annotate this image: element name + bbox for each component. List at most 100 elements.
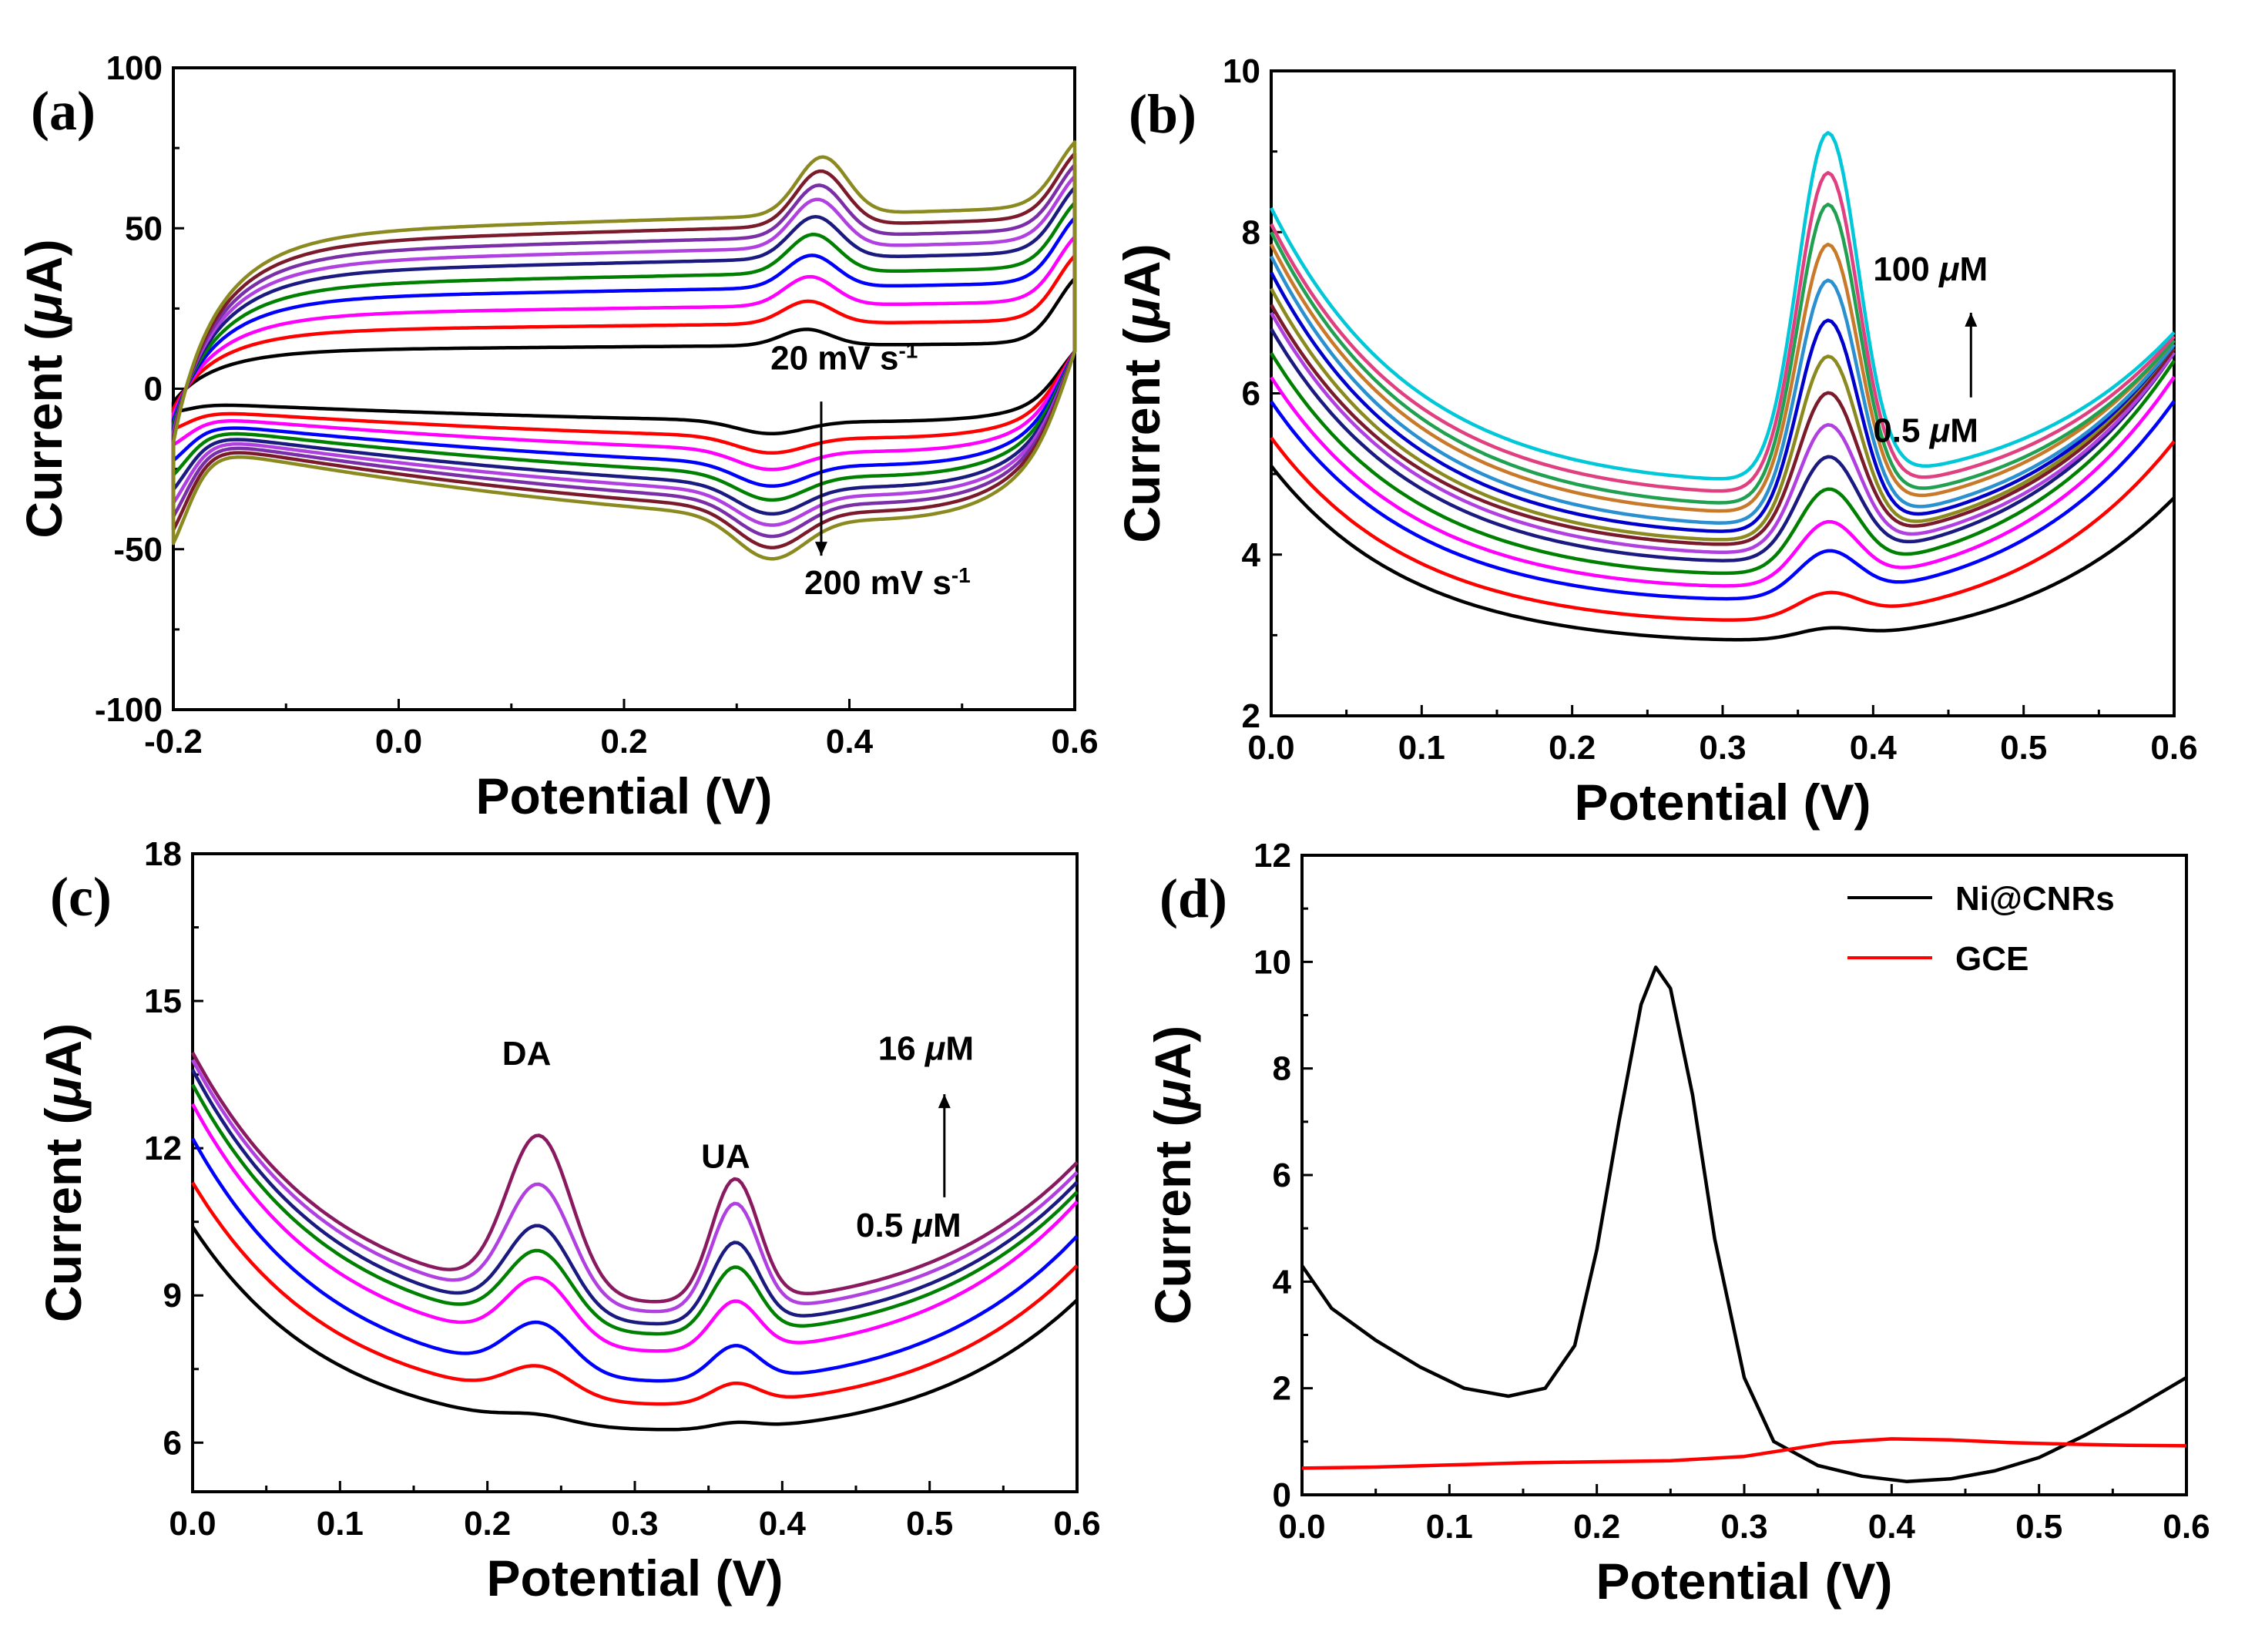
panel-label: (d)	[1159, 868, 1227, 929]
series-line	[1270, 311, 2176, 554]
series-line	[1270, 255, 2176, 525]
annotation-label: DA	[502, 1035, 552, 1073]
panel-c: 0.0 0.1 0.2 0.3 0.4 0.5 0.6 6 9 12 15 18 Potential (…	[35, 835, 1101, 1607]
x-axis-label: Potential (V)	[1596, 1553, 1892, 1610]
x-tick-label: 0.2	[464, 1505, 511, 1543]
x-tick-label: 0.3	[611, 1505, 658, 1543]
x-tick-label: 0.2	[1573, 1508, 1620, 1546]
series-line	[191, 1051, 1079, 1304]
x-tick-label: -0.2	[144, 723, 203, 761]
x-tick-label: 0.3	[1699, 729, 1746, 767]
series-line	[1269, 131, 2176, 481]
panel-d: 0.0 0.1 0.2 0.3 0.4 0.5 0.6 0 2 4 6 8 10 12 Potential …	[1144, 837, 2210, 1610]
y-tick-label: 0	[1273, 1476, 1291, 1514]
x-tick-label: 0.4	[1868, 1508, 1916, 1546]
y-axis-label: Current (μA)	[1113, 243, 1170, 542]
series-line	[1301, 1437, 2187, 1470]
series-line	[1300, 965, 2188, 1483]
x-axis-label: Potential (V)	[1574, 774, 1871, 831]
y-tick-label: 2	[1242, 697, 1260, 735]
y-tick-label: -100	[95, 691, 163, 729]
x-tick-label: 0.0	[1247, 729, 1294, 767]
series-line	[1270, 465, 2176, 642]
annotation-label: 20 mV s-1	[770, 338, 918, 378]
x-tick-label: 0.1	[1398, 729, 1445, 767]
y-tick-label: 6	[163, 1424, 182, 1462]
x-axis-label: Potential (V)	[486, 1550, 783, 1607]
y-tick-label: 12	[1253, 837, 1291, 875]
x-tick-label: 0.5	[2000, 729, 2047, 767]
x-tick-label: 0.6	[2150, 729, 2197, 767]
y-tick-label: 10	[1253, 943, 1291, 981]
x-tick-label: 0.0	[1278, 1508, 1325, 1546]
series-line	[1270, 436, 2176, 622]
annotation-label: 100 μM	[1873, 250, 1988, 288]
x-tick-label: 0.1	[1426, 1508, 1473, 1546]
series-line	[1269, 203, 2176, 505]
panel-label: (a)	[31, 80, 96, 142]
annotation-label: UA	[701, 1138, 750, 1176]
y-tick-label: 8	[1273, 1050, 1291, 1088]
panel-label: (b)	[1129, 83, 1196, 145]
legend-label: GCE	[1955, 940, 2029, 978]
y-tick-label: 100	[106, 49, 163, 87]
series-line	[1270, 170, 2176, 493]
series-line	[1270, 352, 2176, 576]
arrow-head	[814, 542, 827, 556]
x-tick-label: 0.0	[375, 723, 422, 761]
plot-frame	[1300, 854, 2188, 1496]
series-line	[191, 1103, 1079, 1353]
y-tick-label: 6	[1273, 1157, 1291, 1194]
y-tick-label: 4	[1242, 536, 1261, 574]
annotation-label: 0.5 μM	[1873, 411, 1978, 449]
x-tick-label: 0.4	[826, 723, 874, 761]
x-tick-label: 0.5	[2015, 1508, 2062, 1546]
x-tick-label: 0.1	[317, 1505, 364, 1543]
panel-label: (c)	[50, 866, 112, 928]
x-tick-label: 0.4	[759, 1505, 807, 1543]
series-line	[191, 1225, 1079, 1432]
x-tick-label: 0.2	[600, 723, 647, 761]
series-line	[1270, 304, 2176, 546]
y-tick-label: 8	[1242, 213, 1260, 251]
series-line	[1269, 242, 2176, 513]
series-line	[171, 277, 1077, 436]
series-line	[1270, 375, 2176, 588]
x-tick-label: 0.5	[906, 1505, 953, 1543]
y-axis-label: Current (μA)	[35, 1023, 92, 1322]
arrow-head	[938, 1094, 951, 1109]
series-line	[171, 140, 1077, 561]
plot-frame	[172, 66, 1076, 711]
series-line	[191, 1069, 1079, 1326]
annotation-label: 0.5 μM	[856, 1207, 961, 1244]
y-tick-label: 15	[144, 982, 182, 1020]
y-axis-label: Current (μA)	[15, 239, 72, 538]
series-line	[1270, 287, 2176, 542]
x-axis-label: Potential (V)	[475, 767, 772, 824]
y-axis-label: Current (μA)	[1144, 1026, 1201, 1325]
y-tick-label: 50	[125, 210, 163, 247]
x-tick-label: 0.0	[169, 1505, 216, 1543]
y-tick-label: 18	[144, 835, 182, 873]
y-tick-label: 4	[1273, 1263, 1292, 1301]
x-tick-label: 0.3	[1720, 1508, 1767, 1546]
x-tick-label: 0.4	[1850, 729, 1898, 767]
series-line	[191, 1059, 1079, 1314]
panel-b: 0.0 0.1 0.2 0.3 0.4 0.5 0.6 2 4 6 8 10 Potential (V)…	[1113, 52, 2198, 831]
series-line	[1270, 327, 2176, 562]
y-tick-label: 0	[144, 371, 163, 408]
y-tick-label: 12	[144, 1130, 182, 1167]
x-tick-label: 0.6	[1051, 723, 1098, 761]
x-tick-label: 0.6	[1053, 1505, 1100, 1543]
x-tick-label: 0.6	[2163, 1508, 2210, 1546]
y-tick-label: 10	[1223, 52, 1260, 90]
series-line	[1270, 400, 2176, 601]
annotation-label: 16 μM	[878, 1030, 974, 1068]
annotation-label: 200 mV s-1	[804, 563, 971, 603]
series-line	[191, 1083, 1079, 1336]
x-tick-label: 0.2	[1549, 729, 1596, 767]
y-tick-label: 2	[1273, 1370, 1291, 1408]
panel-a: -0.2 0.0 0.2 0.4 0.6 -100 -50 0 50 100 Potential (…	[15, 49, 1099, 824]
arrow-head	[1965, 312, 1978, 327]
y-tick-label: -50	[113, 531, 163, 569]
